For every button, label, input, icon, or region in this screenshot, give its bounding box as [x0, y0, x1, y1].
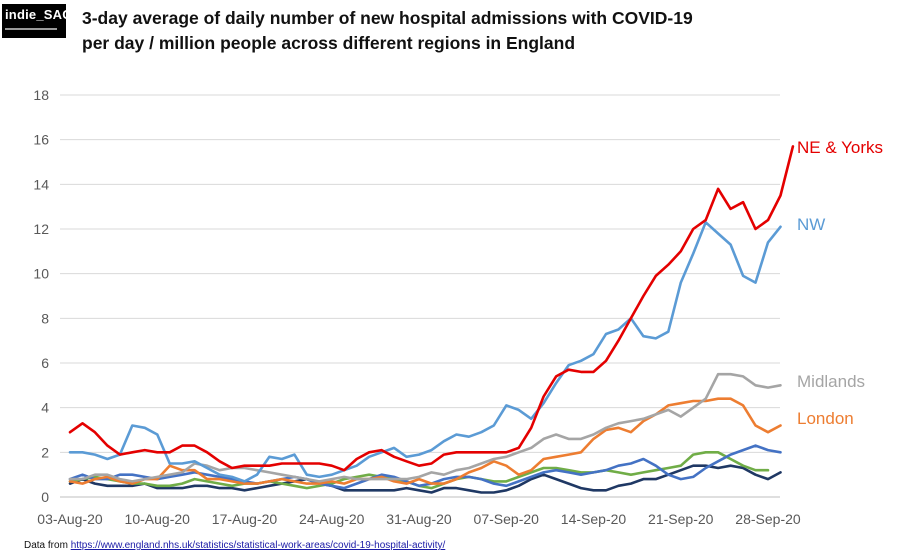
y-tick-label-16: 16 — [33, 132, 49, 148]
logo-text: indie_SAGE — [5, 7, 82, 22]
series-line-nw — [68, 221, 782, 483]
source-prefix: Data from — [24, 540, 71, 551]
y-tick-label-14: 14 — [33, 176, 49, 192]
y-tick-label-8: 8 — [41, 310, 49, 326]
legend-label-ne-yorks: NE & Yorks — [797, 138, 883, 157]
y-tick-label-0: 0 — [41, 489, 49, 505]
x-tick-label-10-Aug-20: 10-Aug-20 — [125, 511, 191, 527]
legend-label-midlands: Midlands — [797, 372, 865, 391]
legend-label-london: London — [797, 409, 854, 428]
series-line-ne-yorks — [68, 145, 795, 472]
indie-sage-logo: indie_SAGE — [2, 4, 82, 38]
x-tick-label-17-Aug-20: 17-Aug-20 — [212, 511, 278, 527]
y-tick-label-18: 18 — [33, 87, 49, 103]
y-tick-label-4: 4 — [41, 400, 49, 416]
logo-tagline-bar — [5, 28, 57, 30]
x-tick-label-31-Aug-20: 31-Aug-20 — [386, 511, 452, 527]
series-line-midlands — [68, 372, 782, 483]
data-source-note: Data from https://www.england.nhs.uk/sta… — [24, 540, 445, 551]
chart-title-line-2: per day / million people across differen… — [82, 33, 576, 53]
y-tick-label-6: 6 — [41, 355, 49, 371]
x-tick-label-07-Sep-20: 07-Sep-20 — [474, 511, 540, 527]
series-line-navy — [68, 464, 782, 494]
x-tick-label-03-Aug-20: 03-Aug-20 — [37, 511, 103, 527]
x-tick-label-21-Sep-20: 21-Sep-20 — [648, 511, 714, 527]
chart-title: 3-day average of daily number of new hos… — [82, 6, 862, 56]
line-chart: 0 2 4 6 8 10 12 14 16 18 03-Aug-20 10-Aug-20 17-Aug-… — [33, 87, 883, 527]
chart-title-line-1: 3-day average of daily number of new hos… — [82, 8, 693, 28]
y-tick-label-2: 2 — [41, 444, 49, 460]
y-tick-label-12: 12 — [33, 221, 49, 237]
x-tick-label-14-Sep-20: 14-Sep-20 — [561, 511, 627, 527]
y-tick-label-10: 10 — [33, 266, 49, 282]
series-line-london — [68, 397, 782, 485]
source-link[interactable]: https://www.england.nhs.uk/statistics/st… — [70, 540, 446, 551]
legend-label-nw: NW — [797, 215, 825, 234]
x-tick-label-28-Sep-20: 28-Sep-20 — [735, 511, 801, 527]
series-line-blue — [68, 444, 782, 490]
x-tick-label-24-Aug-20: 24-Aug-20 — [299, 511, 365, 527]
